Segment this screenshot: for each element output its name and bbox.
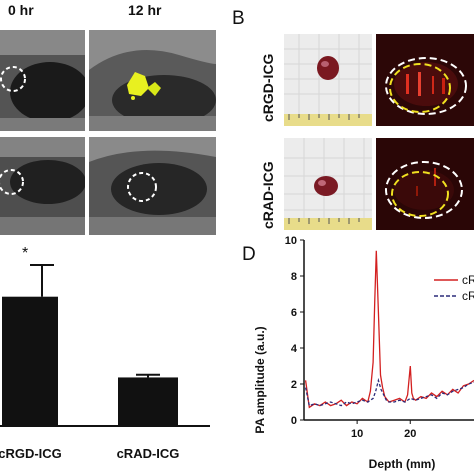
series-line-0 <box>304 250 474 409</box>
y-tick-label-3: 6 <box>291 307 297 319</box>
row-label-crad: cRAD-ICG <box>260 161 276 229</box>
ultrasound-rad-12hr <box>89 137 216 235</box>
bar-0 <box>2 296 58 426</box>
x-axis-label: Depth (mm) <box>369 457 436 471</box>
line-chart: 0 2 4 6 8 10 10 20 PA amplitude (a.u.) Depth (m… <box>253 236 474 471</box>
panel-letter-d: D <box>242 244 256 265</box>
bar-chart: * cRGD-ICG cRAD-ICG <box>0 245 210 461</box>
bar-category-label-1: cRAD-ICG <box>117 446 180 461</box>
tumor-photo-crgd <box>284 34 372 126</box>
ultrasound-rad-0hr <box>0 137 85 235</box>
x-tick-label-0: 10 <box>351 428 363 440</box>
legend: cR cR <box>434 273 474 303</box>
y-tick-label-2: 4 <box>291 343 298 355</box>
row-label-crgd: cRGD-ICG <box>260 53 276 122</box>
pa-image-crgd <box>376 34 474 126</box>
bar-1 <box>118 377 178 426</box>
y-tick-label-1: 2 <box>291 379 297 391</box>
col-label-0hr: 0 hr <box>8 2 34 18</box>
y-tick-label-4: 8 <box>291 271 297 283</box>
x-tick-label-1: 20 <box>404 428 416 440</box>
ultrasound-rgd-0hr <box>0 30 85 131</box>
ultrasound-rgd-12hr <box>89 30 216 131</box>
legend-label-0: cR <box>462 273 474 287</box>
tumor-photo-crad <box>284 138 372 230</box>
y-axis-label: PA amplitude (a.u.) <box>253 326 267 433</box>
col-label-12hr: 12 hr <box>128 2 162 18</box>
y-tick-label-5: 10 <box>285 236 297 247</box>
panel-letter-b: B <box>232 8 245 29</box>
series-line-1 <box>304 377 474 407</box>
bar-category-label-0: cRGD-ICG <box>0 446 62 461</box>
legend-label-1: cR <box>462 289 474 303</box>
y-tick-label-0: 0 <box>291 415 297 427</box>
significance-mark: * <box>22 245 28 262</box>
pa-image-crad <box>376 138 474 230</box>
